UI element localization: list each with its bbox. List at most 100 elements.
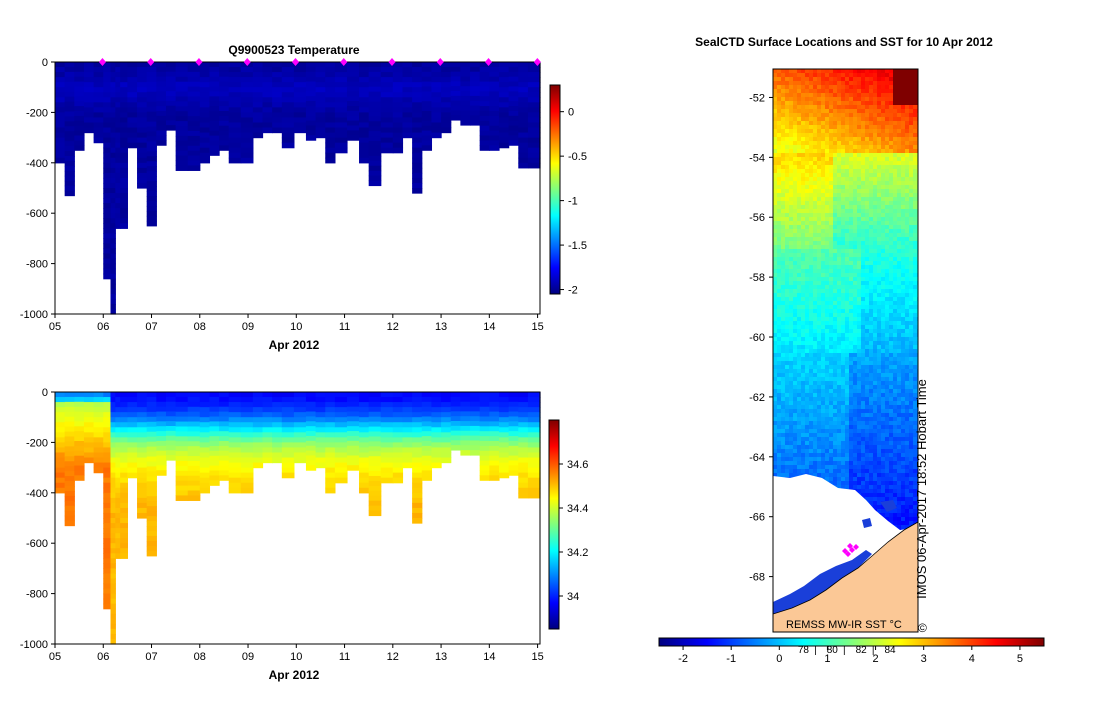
salinity-cell [470,397,480,402]
sst-cell [817,301,822,306]
salinity-cell [263,417,273,423]
temperature-cell [65,171,75,177]
sst-cell [817,197,822,202]
sst-cell [781,285,786,290]
sst-cell [773,321,778,326]
sst-cell [893,277,898,282]
sst-cell [821,381,826,386]
sst-cell [825,77,830,82]
sst-cell [829,341,834,346]
temperature-cell [219,96,229,102]
salinity-cell [176,456,189,462]
sst-cell [809,201,814,206]
salinity-cell [282,468,295,474]
sst-cell [881,141,886,146]
temperature-cell [110,238,115,244]
salinity-cell [381,442,394,448]
temperature-cell [147,171,157,177]
temperature-cell [110,122,115,128]
temperature-cell [120,143,128,149]
sst-cell [885,81,890,86]
sst-cell [861,81,866,86]
sst-cell [845,225,850,230]
salinity-cell [431,458,441,464]
sst-cell [841,157,846,162]
salinity-cell [229,412,242,418]
sst-cell [809,97,814,102]
sst-cell [785,237,790,242]
salinity-cell [200,417,210,423]
sst-cell [789,289,794,294]
sst-cell [909,153,914,158]
sst-cell [885,365,890,370]
sst-cell [793,361,798,366]
sst-cell [909,109,914,114]
sst-cell [873,85,878,90]
temperature-cell [229,133,242,139]
sst-map-panel: SealCTD Surface Locations and SST for 10… [659,35,1044,665]
sst-cell [817,365,822,370]
sst-cell [877,141,882,146]
sst-cell [833,161,838,166]
sst-cell [889,313,894,318]
sst-cell [837,361,842,366]
sst-cell [885,293,890,298]
temperature-cell [325,112,335,118]
salinity-cell [253,402,263,408]
salinity-cell [369,422,382,428]
sst-cell [781,289,786,294]
temperature-cell [509,82,519,87]
sst-cell [829,325,834,330]
sst-cell [841,281,846,286]
temperature-cell [294,67,307,73]
sst-cell [821,253,826,258]
sst-cell [809,345,814,350]
sst-cell [801,337,806,342]
temperature-cell [74,87,84,93]
temperature-cell [470,120,480,125]
y-tick-label: -400 [26,158,48,170]
temperature-cell [369,97,382,103]
sst-cell [801,133,806,138]
salinity-cell [359,468,369,474]
sst-cell [861,225,866,230]
sst-cell [909,265,914,270]
sst-cell [801,229,806,234]
salinity-cell [74,412,84,418]
salinity-cell [156,460,166,465]
sst-cell [861,357,866,362]
salinity-cell [103,528,111,534]
sst-cell [777,341,782,346]
temperature-cell [219,116,229,122]
sst-cell [845,101,850,106]
salinity-cell [412,488,422,494]
salinity-cell [137,412,147,418]
temperature-cell [263,92,273,98]
sst-cell [829,73,834,78]
sst-cell [797,129,802,134]
sst-cell [801,109,806,114]
sst-cell [893,121,898,126]
sst-cell [853,341,858,346]
sst-cell [821,157,826,162]
salinity-cell [115,548,120,554]
sst-cell [885,301,890,306]
sst-cell [841,73,846,78]
salinity-cell [253,432,263,438]
salinity-cell [253,412,263,418]
sst-cell [781,249,786,254]
salinity-cell [422,431,432,437]
salinity-cell [55,452,65,458]
sst-cell [845,105,850,110]
sst-cell [797,177,802,182]
salinity-cell [120,548,128,554]
sst-cell [845,257,850,262]
sst-cell [817,253,822,258]
sst-cell [801,105,806,110]
temperature-cell [359,153,369,159]
sst-cell [805,373,810,378]
sst-cell [797,245,802,250]
sst-cell [821,373,826,378]
sst-cell [889,361,894,366]
temperature-cell [103,178,111,184]
